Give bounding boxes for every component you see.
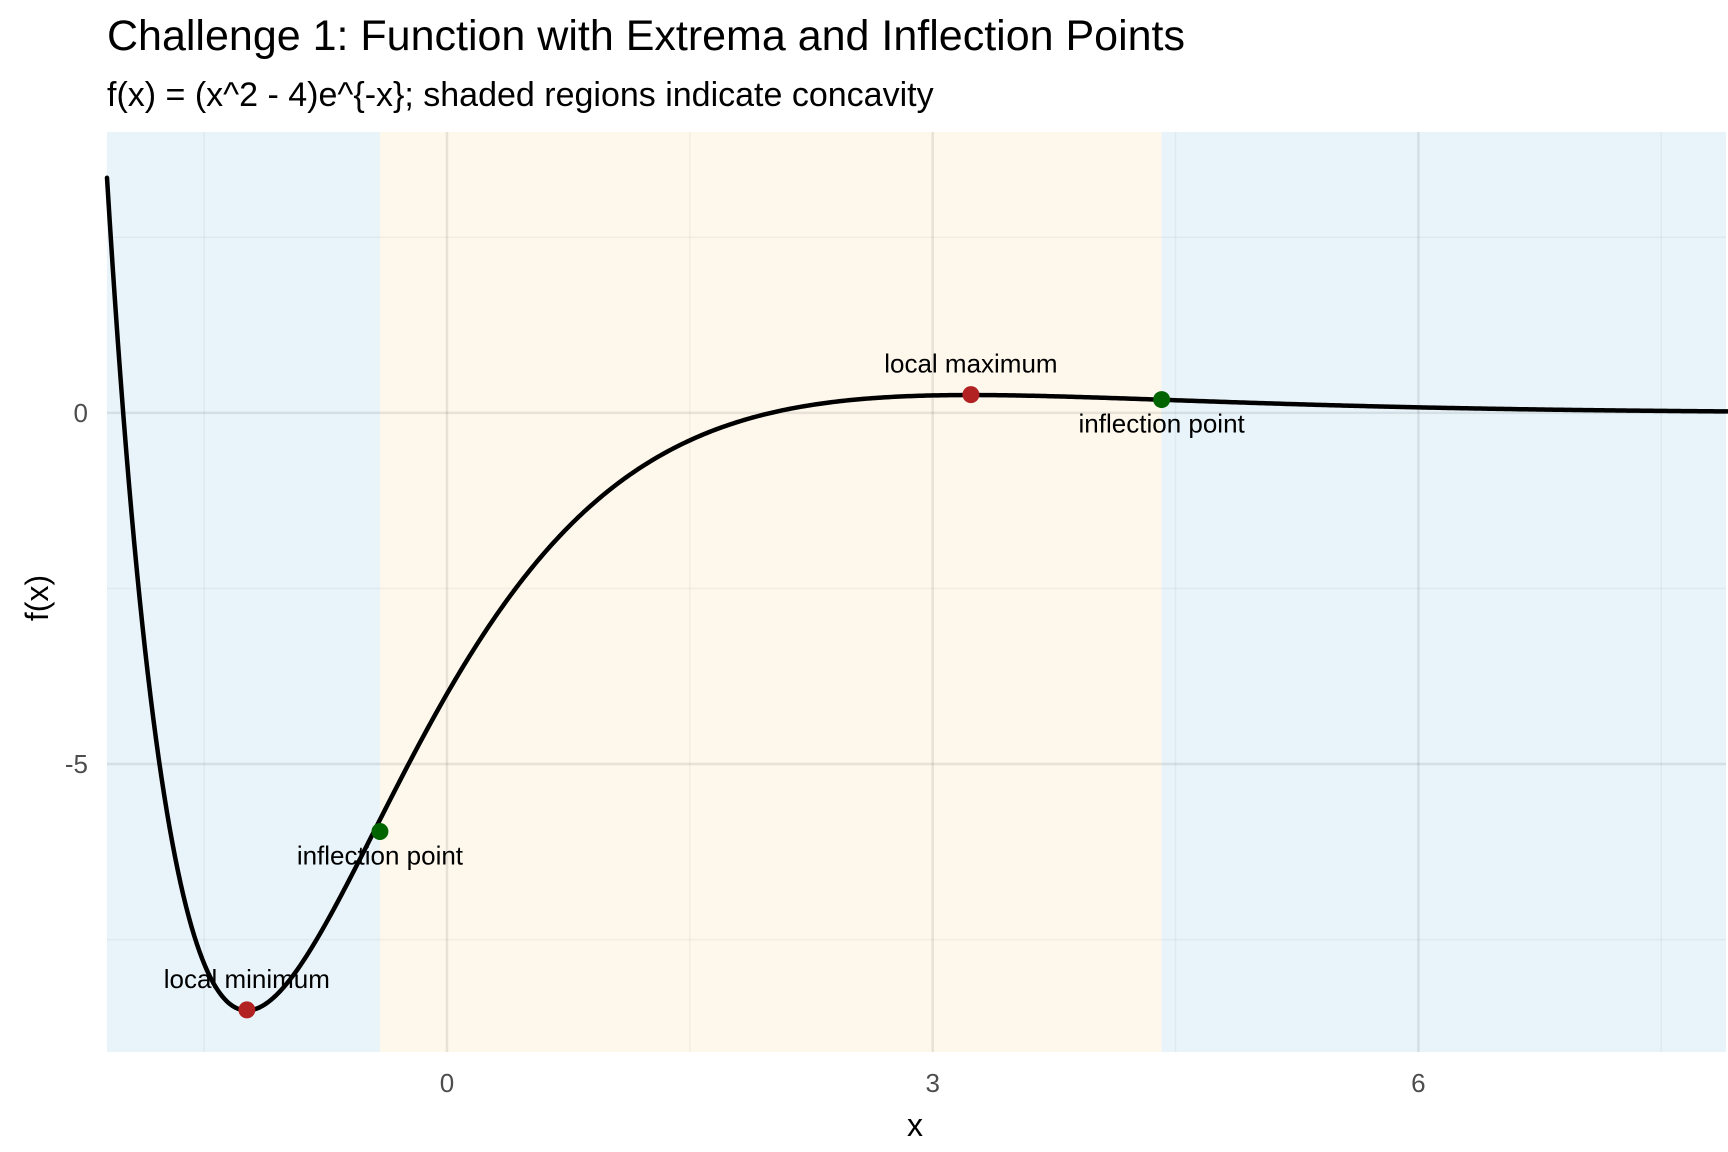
x-tick-label-1: 0 bbox=[440, 1068, 454, 1098]
x-tick-label-3: 6 bbox=[1411, 1068, 1425, 1098]
chart-subtitle: f(x) = (x^2 - 4)e^{-x}; shaded regions i… bbox=[107, 76, 934, 114]
function-curve bbox=[104, 175, 1728, 1013]
point-annotations: local minimum inflection point local maxim… bbox=[164, 349, 1246, 994]
highlighted-points bbox=[238, 386, 1171, 1019]
function-curve-group bbox=[104, 175, 1728, 1013]
point-label-4: inflection point bbox=[1079, 409, 1246, 439]
point-marker-2 bbox=[371, 822, 389, 840]
point-label-2: inflection point bbox=[297, 840, 464, 870]
y-tick-labels: -5 0 bbox=[65, 398, 88, 779]
point-marker-4 bbox=[1153, 391, 1171, 409]
concavity-region-1 bbox=[107, 132, 380, 1052]
concavity-region-2 bbox=[379, 132, 1162, 1052]
x-tick-label-2: 3 bbox=[925, 1068, 939, 1098]
concavity-regions bbox=[107, 132, 1726, 1052]
point-marker-1 bbox=[238, 1001, 256, 1019]
point-label-3: local maximum bbox=[884, 349, 1057, 379]
chart-title: Challenge 1: Function with Extrema and I… bbox=[107, 12, 1185, 60]
concavity-region-3 bbox=[1161, 132, 1726, 1052]
y-tick-label-2: 0 bbox=[74, 398, 88, 428]
grid-lines bbox=[107, 132, 1726, 1052]
x-axis-title: x bbox=[907, 1107, 923, 1143]
y-tick-label-1: -5 bbox=[65, 749, 88, 779]
y-axis-title: f(x) bbox=[19, 575, 55, 621]
x-tick-labels: 0 3 6 bbox=[440, 1068, 1426, 1098]
point-marker-3 bbox=[962, 386, 980, 404]
point-label-1: local minimum bbox=[164, 964, 330, 994]
